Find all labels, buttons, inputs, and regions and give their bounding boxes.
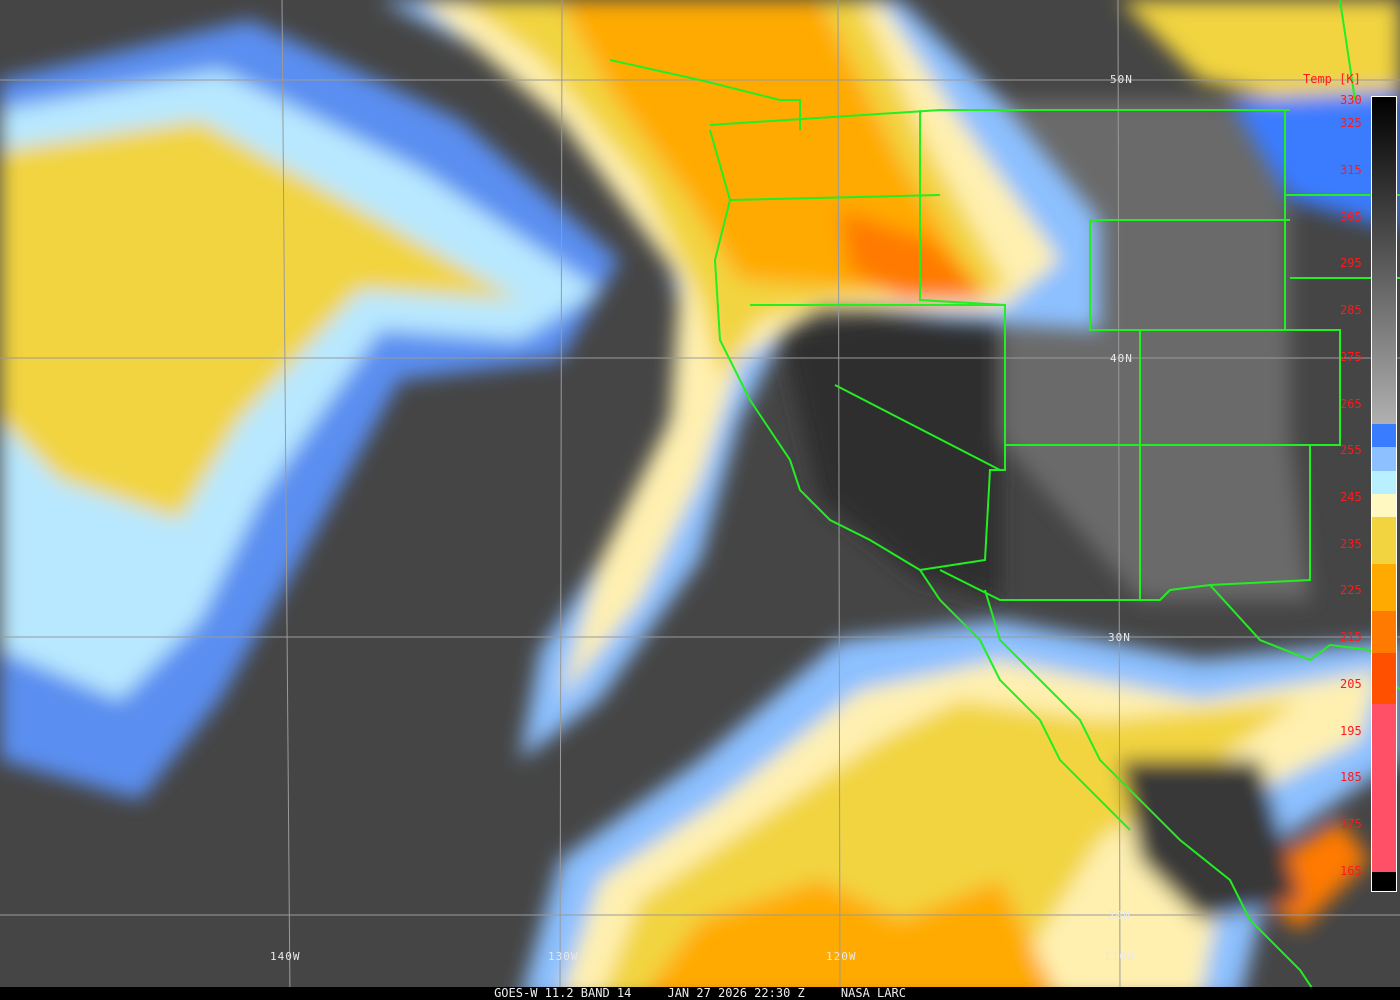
colorbar-tick-label: 195 <box>1340 723 1362 738</box>
image-caption: GOES-W 11.2 BAND 14 JAN 27 2026 22:30 Z … <box>0 987 1400 1000</box>
colorbar-segment <box>1372 652 1396 705</box>
lon-label-140w: 140W <box>270 950 301 963</box>
lat-label-20n: 20N <box>1108 909 1131 922</box>
colorbar-tick-label: 235 <box>1340 536 1362 551</box>
warm-land-area <box>780 300 1000 600</box>
caption-source: GOES-W 11.2 BAND 14 <box>494 986 632 1000</box>
caption-credit: NASA LARC <box>840 986 906 1000</box>
colorbar-tick-label: 215 <box>1340 630 1362 645</box>
lat-label-40n: 40N <box>1110 352 1133 365</box>
lat-label-30n: 30N <box>1108 631 1131 644</box>
colorbar-tick-label: 225 <box>1340 583 1362 598</box>
colorbar-segment <box>1372 564 1396 611</box>
colorbar-tick-label: 245 <box>1340 490 1362 504</box>
lon-label-120w: 120W <box>826 950 857 963</box>
colorbar-tick-label: 165 <box>1340 863 1362 878</box>
colorbar-tick-label: 275 <box>1340 349 1362 364</box>
colorbar-segment <box>1372 610 1396 653</box>
lon-label-110w: 110W <box>1104 950 1135 963</box>
colorbar-tick-label: 325 <box>1340 116 1362 131</box>
colorbar-tick-label: 265 <box>1340 396 1362 411</box>
colorbar-tick-label: 315 <box>1340 163 1362 178</box>
colorbar-segment <box>1372 494 1396 518</box>
caption-datetime: JAN 27 2026 22:30 Z <box>667 986 805 1000</box>
colorbar-tick-label: 330 <box>1340 93 1362 107</box>
temperature-colorbar <box>1371 96 1397 892</box>
colorbar-segment <box>1372 517 1396 565</box>
colorbar-segment <box>1372 97 1396 424</box>
colorbar-segment <box>1372 704 1396 873</box>
colorbar-segment <box>1372 447 1396 471</box>
colorbar-tick-label: 295 <box>1340 256 1362 271</box>
lon-label-130w: 130W <box>548 950 579 963</box>
colorbar-tick-label: 205 <box>1340 676 1362 691</box>
colorbar-segment <box>1372 872 1396 891</box>
lat-label-50n: 50N <box>1110 73 1133 86</box>
colorbar-tick-label: 255 <box>1340 443 1362 458</box>
colorbar-segment <box>1372 470 1396 494</box>
political-boundaries <box>609 0 1400 1000</box>
colorbar-segment <box>1372 423 1396 448</box>
colorbar-title: Temp [K] <box>1303 72 1361 86</box>
colorbar-tick-label: 175 <box>1340 816 1362 831</box>
colorbar-tick-label: 185 <box>1340 770 1362 785</box>
colorbar-tick-label: 285 <box>1340 303 1362 318</box>
colorbar-tick-label: 305 <box>1340 209 1362 224</box>
